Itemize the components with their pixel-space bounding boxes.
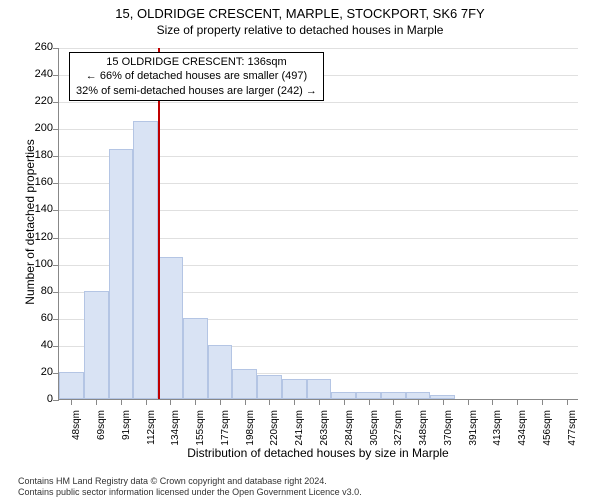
x-tick — [319, 399, 320, 405]
info-box: 15 OLDRIDGE CRESCENT: 136sqm ← 66% of de… — [69, 52, 324, 101]
x-tick — [245, 399, 246, 405]
y-tick — [53, 129, 59, 130]
chart-title: 15, OLDRIDGE CRESCENT, MARPLE, STOCKPORT… — [0, 0, 600, 21]
y-tick-label: 240 — [25, 68, 53, 80]
y-tick-label: 40 — [25, 339, 53, 351]
footer-line-1: Contains HM Land Registry data © Crown c… — [18, 476, 362, 487]
plot-area: 02040608010012014016018020022024026048sq… — [58, 48, 578, 400]
x-tick — [269, 399, 270, 405]
y-tick — [53, 292, 59, 293]
bar — [406, 392, 431, 399]
x-tick — [567, 399, 568, 405]
bar — [109, 149, 134, 399]
bar — [282, 379, 307, 399]
x-tick — [492, 399, 493, 405]
bar — [331, 392, 356, 399]
y-tick — [53, 319, 59, 320]
x-axis-label: Distribution of detached houses by size … — [58, 446, 578, 460]
x-tick — [170, 399, 171, 405]
chart-subtitle: Size of property relative to detached ho… — [0, 21, 600, 37]
x-tick — [369, 399, 370, 405]
x-tick — [121, 399, 122, 405]
y-tick — [53, 183, 59, 184]
x-tick — [294, 399, 295, 405]
bar — [183, 318, 208, 399]
bar — [59, 372, 84, 399]
info-line-1: 15 OLDRIDGE CRESCENT: 136sqm — [76, 55, 317, 69]
x-tick — [468, 399, 469, 405]
x-tick — [96, 399, 97, 405]
grid-line — [59, 48, 578, 49]
info-line-3: 32% of semi-detached houses are larger (… — [76, 84, 317, 98]
bar — [232, 369, 257, 399]
y-axis-label: Number of detached properties — [23, 122, 37, 322]
bar — [133, 121, 158, 399]
bar — [208, 345, 233, 399]
x-tick — [443, 399, 444, 405]
y-tick — [53, 156, 59, 157]
bar — [356, 392, 381, 399]
bar — [158, 257, 183, 399]
x-tick — [195, 399, 196, 405]
x-tick — [220, 399, 221, 405]
bar — [257, 375, 282, 399]
property-size-chart: 15, OLDRIDGE CRESCENT, MARPLE, STOCKPORT… — [0, 0, 600, 500]
x-tick — [71, 399, 72, 405]
y-tick — [53, 102, 59, 103]
y-tick-label: 220 — [25, 95, 53, 107]
bar — [381, 392, 406, 399]
grid-line — [59, 102, 578, 103]
x-tick — [418, 399, 419, 405]
info-line-2: ← 66% of detached houses are smaller (49… — [76, 69, 317, 83]
y-tick — [53, 210, 59, 211]
y-tick-label: 260 — [25, 41, 53, 53]
footer-line-2: Contains public sector information licen… — [18, 487, 362, 498]
x-tick — [393, 399, 394, 405]
bar — [307, 379, 332, 399]
y-tick — [53, 400, 59, 401]
x-tick — [542, 399, 543, 405]
y-tick — [53, 48, 59, 49]
y-tick — [53, 265, 59, 266]
y-tick-label: 20 — [25, 366, 53, 378]
y-tick-label: 0 — [25, 393, 53, 405]
x-tick — [344, 399, 345, 405]
x-tick — [517, 399, 518, 405]
y-tick — [53, 238, 59, 239]
footer: Contains HM Land Registry data © Crown c… — [18, 476, 362, 498]
x-tick — [146, 399, 147, 405]
y-tick — [53, 75, 59, 76]
bar — [84, 291, 109, 399]
y-tick — [53, 346, 59, 347]
